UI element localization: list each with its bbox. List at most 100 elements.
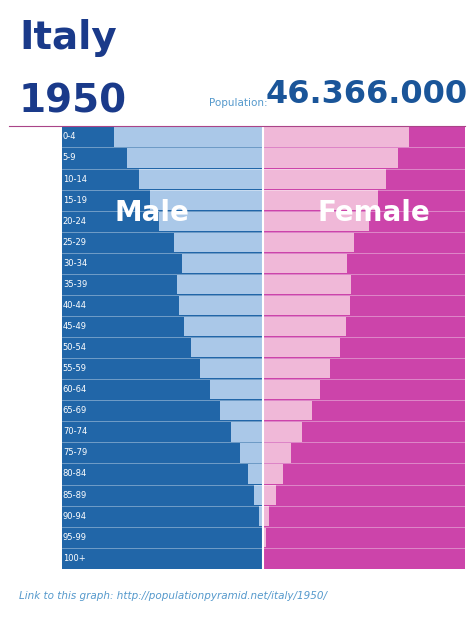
Bar — [263, 506, 269, 526]
Bar — [220, 401, 263, 420]
Bar — [263, 316, 465, 337]
Text: 90-94: 90-94 — [63, 512, 87, 521]
Text: 46.366.000: 46.366.000 — [265, 79, 467, 110]
Text: 60-64: 60-64 — [63, 386, 87, 394]
Text: 50-54: 50-54 — [63, 343, 87, 352]
Bar — [62, 337, 263, 358]
Bar — [139, 169, 263, 189]
Bar — [177, 275, 263, 294]
Bar — [114, 127, 263, 147]
Text: 25-29: 25-29 — [63, 238, 87, 246]
Bar — [263, 401, 312, 420]
Text: 0-4: 0-4 — [63, 133, 76, 142]
Bar — [62, 548, 263, 569]
Bar — [263, 465, 283, 483]
Bar — [263, 232, 465, 253]
Bar — [179, 296, 263, 315]
Bar — [62, 126, 263, 147]
Bar — [263, 338, 340, 357]
Bar — [263, 127, 409, 147]
Bar — [263, 169, 386, 189]
Bar — [62, 169, 263, 190]
Text: 75-79: 75-79 — [63, 449, 87, 458]
Bar — [263, 485, 276, 505]
Bar — [240, 443, 263, 463]
Text: 95-99: 95-99 — [63, 533, 87, 542]
Bar — [263, 359, 330, 379]
Text: 100+: 100+ — [63, 554, 85, 562]
Bar — [62, 147, 263, 169]
Bar — [263, 400, 465, 422]
Bar — [263, 317, 346, 336]
Text: 35-39: 35-39 — [63, 280, 87, 289]
Bar — [191, 338, 263, 357]
Bar — [263, 190, 465, 210]
Bar — [263, 358, 465, 379]
Bar — [263, 274, 465, 295]
Bar — [263, 149, 398, 167]
Bar — [184, 317, 263, 336]
Text: 45-49: 45-49 — [63, 322, 87, 331]
Text: Link to this graph: http://populationpyramid.net/italy/1950/: Link to this graph: http://populationpyr… — [19, 591, 327, 601]
Bar — [150, 190, 263, 210]
Bar — [62, 442, 263, 463]
Text: Male: Male — [115, 199, 190, 227]
Text: 10-14: 10-14 — [63, 174, 87, 183]
Bar — [263, 422, 465, 442]
Bar — [263, 526, 465, 548]
Bar — [62, 295, 263, 316]
Text: 5-9: 5-9 — [63, 154, 76, 162]
Bar — [263, 549, 264, 568]
Text: 85-89: 85-89 — [63, 490, 87, 499]
Bar — [263, 379, 465, 400]
Bar — [263, 443, 291, 463]
Bar — [159, 212, 263, 231]
Bar — [128, 149, 263, 167]
Bar — [263, 442, 465, 463]
Bar — [231, 422, 263, 442]
Text: 1950: 1950 — [19, 82, 127, 120]
Bar — [201, 359, 263, 379]
Bar — [263, 253, 347, 273]
Bar — [263, 528, 265, 547]
Text: 40-44: 40-44 — [63, 301, 87, 310]
Bar — [210, 380, 263, 399]
Bar — [62, 358, 263, 379]
Bar — [263, 275, 351, 294]
Bar — [263, 253, 465, 274]
Bar — [262, 528, 263, 547]
Bar — [263, 485, 465, 506]
Bar — [263, 506, 465, 526]
Bar — [263, 190, 378, 210]
Text: 15-19: 15-19 — [63, 196, 87, 205]
Bar — [263, 212, 369, 231]
Text: Female: Female — [318, 199, 430, 227]
Bar — [62, 379, 263, 400]
Text: 65-69: 65-69 — [63, 406, 87, 415]
Bar — [263, 169, 465, 190]
Bar — [62, 463, 263, 485]
Text: 80-84: 80-84 — [63, 470, 87, 478]
Bar — [62, 316, 263, 337]
Text: Italy: Italy — [19, 19, 117, 57]
Bar — [62, 400, 263, 422]
Bar — [263, 210, 465, 232]
Text: 20-24: 20-24 — [63, 217, 87, 226]
Bar — [62, 210, 263, 232]
Bar — [62, 422, 263, 442]
Bar — [62, 190, 263, 210]
Bar — [62, 526, 263, 548]
Bar — [263, 463, 465, 485]
Bar — [263, 233, 355, 252]
Bar — [62, 274, 263, 295]
Bar — [248, 465, 263, 483]
Bar — [263, 147, 465, 169]
Bar — [62, 253, 263, 274]
Bar — [62, 232, 263, 253]
Bar — [263, 296, 349, 315]
Text: Population:: Population: — [209, 98, 267, 108]
Text: 30-34: 30-34 — [63, 259, 87, 268]
Bar — [174, 233, 263, 252]
Text: 70-74: 70-74 — [63, 427, 87, 436]
Bar — [254, 485, 263, 505]
